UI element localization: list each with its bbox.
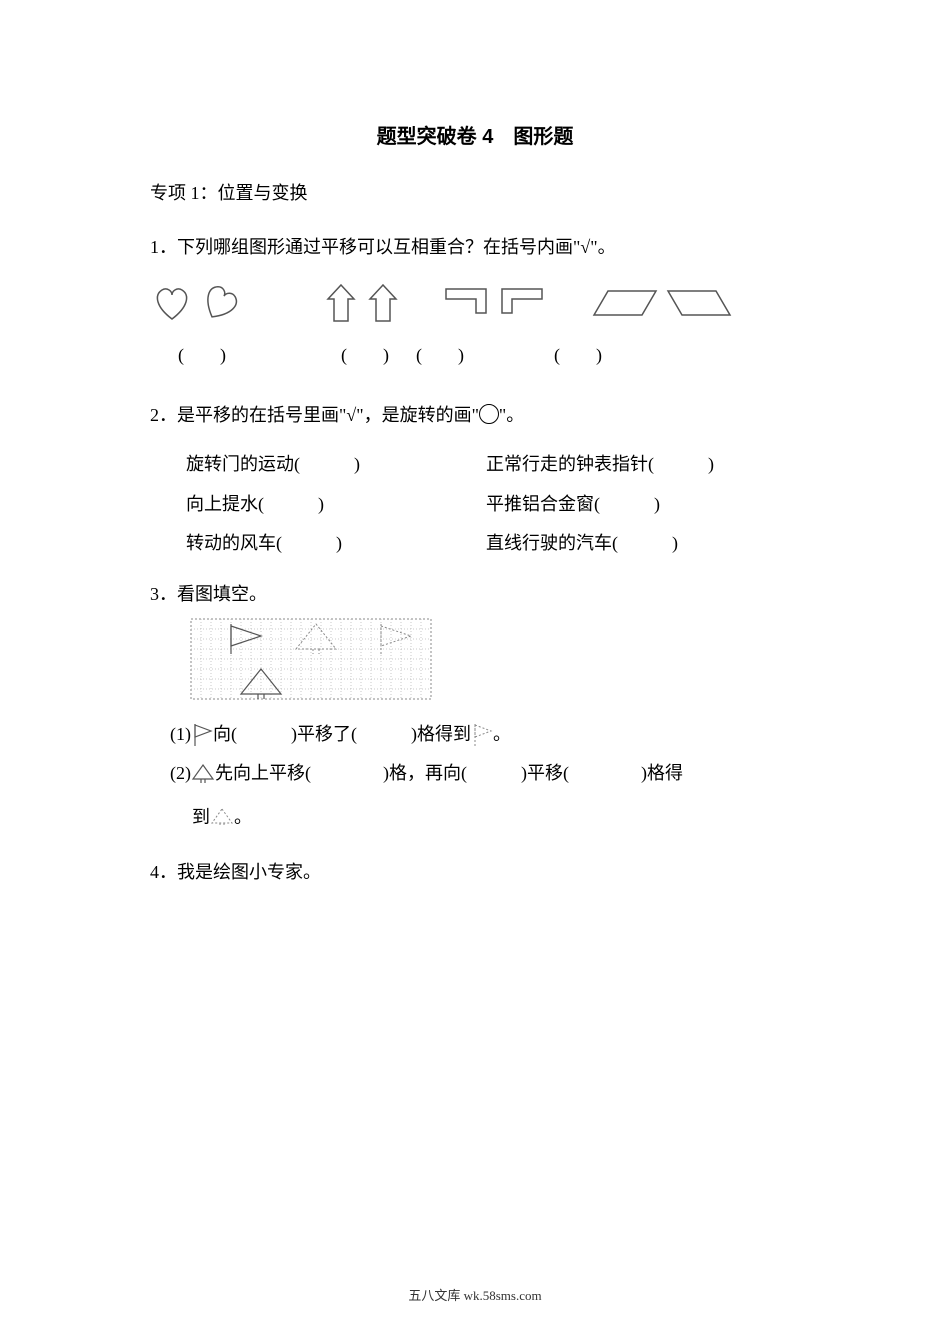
shape-pair-hearts <box>150 281 242 325</box>
q3-grid-figure <box>186 614 800 709</box>
page-footer: 五八文库 wk.58sms.com <box>0 1285 950 1304</box>
q2-number: 2． <box>150 405 177 425</box>
q1-shapes-row <box>150 281 800 325</box>
q2-item-right: 正常行走的钟表指针( ) <box>486 445 800 485</box>
flag-solid-icon <box>191 722 213 748</box>
q4-number: 4． <box>150 862 177 882</box>
q2-item-left: 转动的风车( ) <box>186 524 486 564</box>
q2-item-left: 旋转门的运动( ) <box>186 445 486 485</box>
q3-sub2-line1-text: 先向上平移( )格，再向( )平移( )格得 <box>215 754 683 794</box>
q1-text-row: 1．下列哪组图形通过平移可以互相重合？在括号内画"√"。 <box>150 229 800 265</box>
q3-sub2-line2-end: 。 <box>234 798 252 838</box>
question-1: 1．下列哪组图形通过平移可以互相重合？在括号内画"√"。 <box>150 229 800 373</box>
q3-sub1-mid: 向( )平移了( )格得到 <box>213 715 471 755</box>
q2-prompt: 2．是平移的在括号里画"√"，是旋转的画" "。 <box>150 397 800 433</box>
question-3: 3．看图填空。 <box>150 580 800 606</box>
q3-sub2-line2-pre: 到 <box>192 798 210 838</box>
shape-pair-arrows <box>322 281 402 325</box>
section-subtitle: 专项 1：位置与变换 <box>150 179 800 205</box>
shape-pair-parallelograms <box>590 285 734 321</box>
parallelogram-icon <box>590 285 660 321</box>
q2-item-right: 直线行驶的汽车( ) <box>486 524 800 564</box>
parallelogram-mirror-icon <box>664 285 734 321</box>
q3-sub2-line1: (2) 先向上平移( )格，再向( )平移( )格得 <box>150 754 800 794</box>
q1-number: 1． <box>150 237 177 257</box>
q1-text: 下列哪组图形通过平移可以互相重合？在括号内画"√"。 <box>177 237 616 257</box>
grid-svg <box>186 614 436 704</box>
tree-dashed-icon <box>210 807 234 829</box>
q4-text: 我是绘图小专家。 <box>177 862 321 882</box>
tree-solid-icon <box>191 763 215 785</box>
page-title: 题型突破卷 4 图形题 <box>150 120 800 149</box>
q3-sub2-num: (2) <box>170 754 191 794</box>
q2-row-2: 向上提水( ) 平推铝合金窗( ) <box>150 485 800 525</box>
q1-bracket-2: ( ) <box>341 337 389 373</box>
arrow-up-icon <box>364 281 402 325</box>
q1-bracket-3: ( ) <box>416 337 464 373</box>
q1-bracket-1: ( ) <box>178 337 226 373</box>
q3-sub2-line2: 到 。 <box>150 798 800 838</box>
flag-dashed-icon <box>471 722 493 748</box>
q1-brackets-row: ( ) ( ) ( ) ( ) <box>150 337 800 373</box>
q2-text-post: "。 <box>499 405 524 425</box>
q3-number: 3． <box>150 584 177 604</box>
shape-pair-brackets <box>442 283 546 323</box>
q3-title-text: 看图填空。 <box>177 584 267 604</box>
q2-text-pre: 是平移的在括号里画"√"，是旋转的画" <box>177 405 479 425</box>
q3-sub1-num: (1) <box>170 715 191 755</box>
q2-row-1: 旋转门的运动( ) 正常行走的钟表指针( ) <box>150 445 800 485</box>
q3-sub1: (1) 向( )平移了( )格得到 。 <box>150 715 800 755</box>
circle-icon <box>479 404 499 424</box>
question-2: 2．是平移的在括号里画"√"，是旋转的画" "。 旋转门的运动( ) 正常行走的钟… <box>150 397 800 564</box>
heart-icon <box>150 281 194 325</box>
q2-item-right: 平推铝合金窗( ) <box>486 485 800 525</box>
heart-rotated-icon <box>198 281 242 325</box>
bracket-shape-icon <box>442 283 492 323</box>
bracket-shape-mirror-icon <box>496 283 546 323</box>
arrow-up-icon <box>322 281 360 325</box>
q2-row-3: 转动的风车( ) 直线行驶的汽车( ) <box>150 524 800 564</box>
q3-sub1-end: 。 <box>493 715 511 755</box>
q2-item-left: 向上提水( ) <box>186 485 486 525</box>
question-4: 4．我是绘图小专家。 <box>150 858 800 884</box>
q1-bracket-4: ( ) <box>554 337 602 373</box>
